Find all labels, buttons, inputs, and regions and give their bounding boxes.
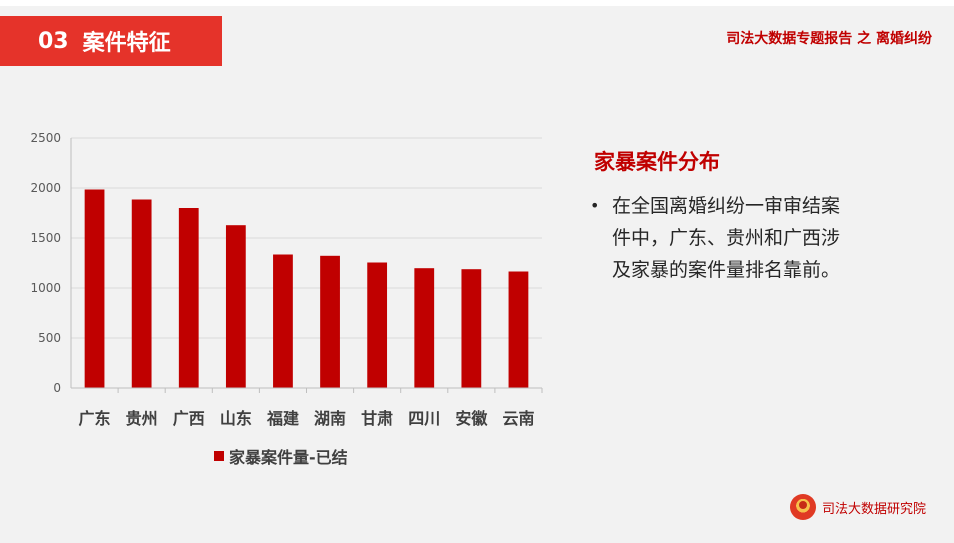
y-tick-label: 1000 (30, 281, 61, 295)
x-category-label: 福建 (266, 409, 299, 428)
bar-9 (508, 271, 529, 388)
legend-label: 家暴案件量-已结 (229, 448, 348, 467)
x-category-label: 四川 (408, 409, 440, 428)
x-category-label: 安徽 (455, 409, 488, 428)
x-category-label: 广西 (173, 409, 205, 428)
bar-1 (131, 199, 152, 388)
bar-4 (273, 254, 293, 388)
court-emblem-icon (789, 494, 816, 520)
side-title: 家暴案件分布 (594, 150, 720, 174)
x-category-label: 山东 (220, 409, 252, 428)
footer-brand-text: 司法大数据研究院 (821, 501, 926, 517)
x-category-label: 云南 (502, 409, 534, 428)
bullet-dot: • (590, 196, 600, 215)
side-bullet-text: 在全国离婚纠纷一审审结案件中，广东、贵州和广西涉及家暴的案件量排名靠前。 (612, 195, 841, 281)
y-tick-label: 2000 (30, 181, 61, 195)
y-tick-label: 1500 (30, 231, 61, 245)
x-category-label: 贵州 (126, 409, 158, 428)
x-category-label: 湖南 (314, 409, 346, 428)
chart-legend: 家暴案件量-已结 (214, 444, 348, 468)
legend-swatch (214, 451, 224, 461)
y-tick-label: 0 (53, 381, 61, 395)
chart-bars (84, 189, 529, 388)
side-bullet: • 在全国离婚纠纷一审审结案件中，广东、贵州和广西涉及家暴的案件量排名靠前。 (590, 190, 855, 286)
bar-3 (225, 225, 246, 388)
footer-brand: 司法大数据研究院 (789, 494, 926, 520)
report-title: 司法大数据专题报告 之 离婚纠纷 (726, 31, 932, 47)
section-title: 案件特征 (82, 31, 171, 56)
bar-2 (178, 208, 199, 388)
x-category-label: 甘肃 (361, 409, 393, 428)
section-number: 03 (38, 28, 69, 54)
bar-6 (367, 262, 388, 388)
bar-5 (320, 255, 340, 388)
chart-axes: 0 500 1000 1500 2000 2500 广东 贵州 广西 山东 福建 湖南 甘肃 四川 安徽 云南 (30, 131, 543, 428)
bar-8 (461, 269, 482, 388)
y-tick-label: 2500 (30, 131, 61, 145)
section-tag: 03 案件特征 (0, 16, 222, 66)
y-tick-label: 500 (38, 331, 61, 345)
bar-0 (84, 189, 105, 388)
bar-7 (414, 268, 435, 388)
x-category-label: 广东 (79, 409, 111, 428)
top-strip (0, 0, 954, 6)
